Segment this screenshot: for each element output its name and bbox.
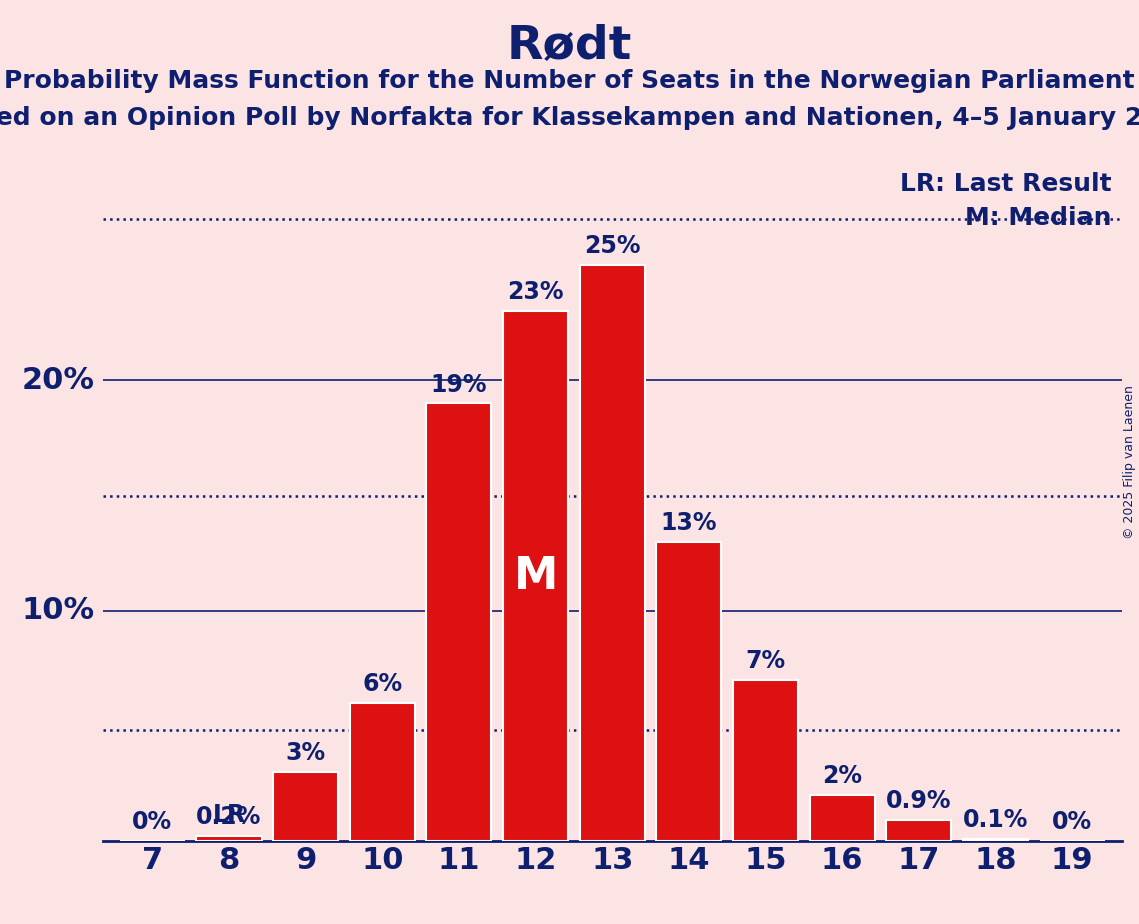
Text: 13%: 13% <box>661 511 718 535</box>
Bar <box>886 821 951 841</box>
Bar <box>350 703 415 841</box>
Text: 3%: 3% <box>286 741 326 765</box>
Text: 0.1%: 0.1% <box>962 808 1029 832</box>
Bar <box>656 541 721 841</box>
Text: 20%: 20% <box>22 366 95 395</box>
Text: 23%: 23% <box>507 281 564 304</box>
Text: Probability Mass Function for the Number of Seats in the Norwegian Parliament: Probability Mass Function for the Number… <box>5 69 1134 93</box>
Text: 0%: 0% <box>1052 810 1092 834</box>
Text: 19%: 19% <box>431 372 487 396</box>
Text: Rødt: Rødt <box>507 23 632 68</box>
Text: 0%: 0% <box>132 810 172 834</box>
Text: LR: LR <box>212 803 246 827</box>
Text: 6%: 6% <box>362 672 402 696</box>
Bar <box>273 772 338 841</box>
Bar <box>732 680 798 841</box>
Bar <box>196 836 262 841</box>
Text: M: M <box>514 554 558 598</box>
Text: M: Median: M: Median <box>965 206 1112 230</box>
Bar <box>580 265 645 841</box>
Text: 10%: 10% <box>22 596 95 626</box>
Bar <box>810 795 875 841</box>
Text: Based on an Opinion Poll by Norfakta for Klassekampen and Nationen, 4–5 January : Based on an Opinion Poll by Norfakta for… <box>0 106 1139 130</box>
Bar <box>962 839 1029 841</box>
Text: 7%: 7% <box>745 649 786 673</box>
Bar <box>503 311 568 841</box>
Text: © 2025 Filip van Laenen: © 2025 Filip van Laenen <box>1123 385 1137 539</box>
Text: LR: Last Result: LR: Last Result <box>900 172 1112 196</box>
Text: 0.2%: 0.2% <box>196 806 262 830</box>
Text: 2%: 2% <box>822 764 862 788</box>
Text: 0.9%: 0.9% <box>886 789 951 813</box>
Text: 25%: 25% <box>584 235 640 259</box>
Bar <box>426 404 492 841</box>
